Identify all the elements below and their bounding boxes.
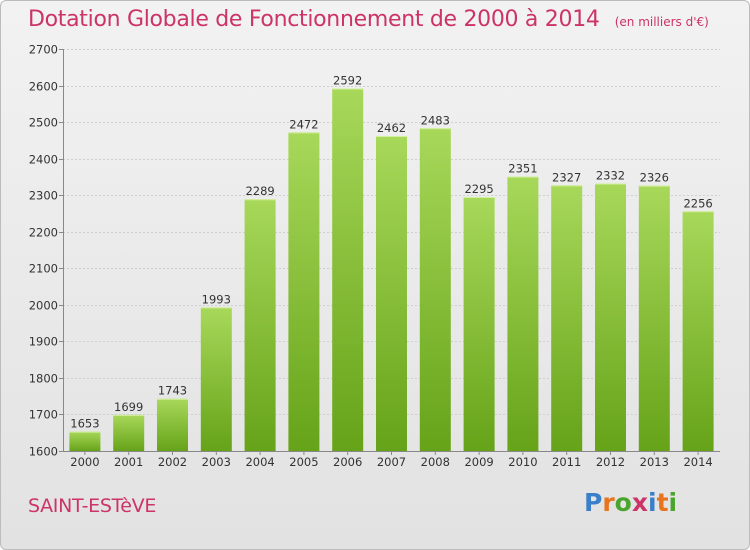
bar-2002 — [157, 398, 188, 451]
logo-letter: x — [631, 488, 648, 517]
y-tick-label: 1600 — [29, 445, 58, 459]
x-tick-label: 2004 — [245, 455, 274, 469]
logo-letter: r — [602, 488, 615, 517]
x-tick-label: 2000 — [70, 455, 99, 469]
data-label: 1993 — [202, 292, 231, 306]
data-label: 2256 — [683, 196, 712, 210]
x-tick-label: 2011 — [552, 455, 581, 469]
data-label: 2326 — [640, 171, 669, 185]
x-tick-label: 2007 — [377, 455, 406, 469]
x-tick-label: 2008 — [421, 455, 450, 469]
chart-subtitle: (en milliers d'€) — [614, 15, 709, 29]
data-label: 1699 — [114, 400, 143, 414]
x-tick-label: 2001 — [114, 455, 143, 469]
data-label: 2332 — [596, 168, 625, 182]
bar-2008 — [419, 128, 451, 451]
bar-2010 — [507, 176, 539, 451]
bar-2009 — [463, 197, 495, 451]
bar-2001 — [113, 414, 145, 451]
proxiti-logo[interactable]: Proxiti — [584, 488, 677, 517]
bar-2011 — [551, 185, 583, 451]
axes: 1600 1700 1800 1900 2000 2100 2200 2300 2400 2500… — [29, 43, 720, 469]
y-tick-label: 2700 — [29, 43, 58, 57]
x-tick-label: 2013 — [640, 455, 669, 469]
y-tick-label: 2400 — [29, 153, 58, 167]
x-tick-label: 2002 — [158, 455, 187, 469]
logo-letter: o — [614, 488, 632, 517]
title-row: Dotation Globale de Fonctionnement de 20… — [28, 7, 709, 32]
bar-2013 — [638, 185, 670, 451]
data-label: 1653 — [70, 417, 99, 431]
bars — [69, 88, 714, 452]
y-tick-label: 2100 — [29, 262, 58, 276]
x-tick-label: 2012 — [596, 455, 625, 469]
x-tick-label: 2014 — [683, 455, 712, 469]
bar-2014 — [682, 211, 714, 451]
x-tick-label: 2010 — [508, 455, 537, 469]
data-label: 2289 — [245, 184, 274, 198]
y-tick-label: 2600 — [29, 80, 58, 94]
bar-2006 — [332, 88, 364, 452]
chart-title: Dotation Globale de Fonctionnement de 20… — [28, 7, 600, 32]
x-tick-label: 2005 — [289, 455, 318, 469]
y-tick-label: 2000 — [29, 299, 58, 313]
bar-2007 — [376, 135, 407, 451]
bar-2000 — [69, 431, 101, 451]
y-tick-label: 1800 — [29, 372, 58, 386]
y-tick-label: 1900 — [29, 335, 58, 349]
data-labels: 1653 1699 1743 1993 2289 2472 2592 2462 2483 2295… — [70, 73, 712, 430]
data-label: 2472 — [289, 117, 318, 131]
y-tick-label: 2300 — [29, 189, 58, 203]
y-tick-label: 2200 — [29, 226, 58, 240]
data-label: 2483 — [421, 113, 450, 127]
y-tick-label: 1700 — [29, 408, 58, 422]
bar-2003 — [200, 307, 232, 451]
logo-letter: P — [584, 488, 603, 517]
x-tick-label: 2009 — [464, 455, 493, 469]
commune-name: SAINT-ESTèVE — [28, 495, 157, 517]
bar-2005 — [288, 132, 320, 451]
data-label: 2592 — [333, 73, 362, 87]
data-label: 2295 — [464, 182, 493, 196]
logo-letter: i — [648, 488, 657, 517]
bar-2012 — [595, 183, 626, 451]
y-tick-label: 2500 — [29, 116, 58, 130]
x-tick-label: 2003 — [202, 455, 231, 469]
logo-letter: i — [668, 488, 678, 517]
x-tick-label: 2006 — [333, 455, 362, 469]
data-label: 1743 — [158, 384, 187, 398]
data-label: 2462 — [377, 121, 406, 135]
logo-letter: t — [656, 488, 669, 517]
data-label: 2351 — [508, 162, 537, 176]
data-label: 2327 — [552, 170, 581, 184]
bar-2004 — [244, 199, 276, 451]
